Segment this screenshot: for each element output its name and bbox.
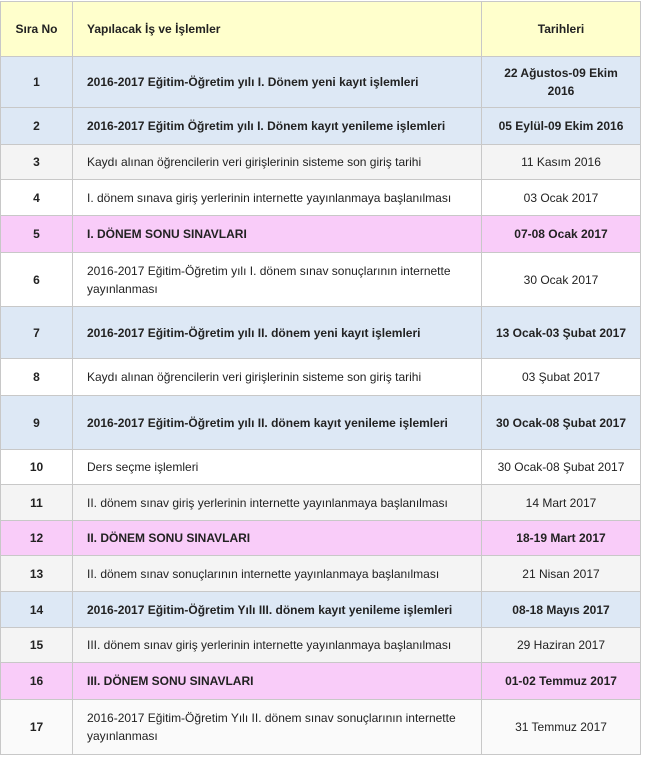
header-row: Sıra No Yapılacak İş ve İşlemler Tarihle… [0,1,641,57]
row-number: 15 [0,627,73,663]
row-number: 4 [0,179,73,216]
date-cell: 14 Mart 2017 [481,484,641,521]
date-cell: 30 Ocak 2017 [481,252,641,307]
date-cell: 18-19 Mart 2017 [481,520,641,556]
table-row: 6 2016-2017 Eğitim-Öğretim yılı I. dönem … [0,252,641,307]
date-cell: 21 Nisan 2017 [481,555,641,592]
table-row: 11 II. dönem sınav giriş yerlerinin inter… [0,484,641,521]
date-cell: 05 Eylül-09 Ekim 2016 [481,107,641,145]
row-number: 12 [0,520,73,556]
date-cell: 31 Temmuz 2017 [481,699,641,755]
task-cell: II. DÖNEM SONU SINAVLARI [72,520,482,556]
task-cell: 2016-2017 Eğitim-Öğretim Yılı III. dönem… [72,591,482,628]
date-cell: 01-02 Temmuz 2017 [481,662,641,700]
task-cell: 2016-2017 Eğitim-Öğretim yılı I. dönem s… [72,252,482,307]
table-row: 16 III. DÖNEM SONU SINAVLARI 01-02 Temmuz … [0,662,641,700]
date-cell: 13 Ocak-03 Şubat 2017 [481,306,641,359]
task-cell: Kaydı alınan öğrencilerin veri girişleri… [72,358,482,396]
row-number: 2 [0,107,73,145]
date-cell: 03 Ocak 2017 [481,179,641,216]
task-cell: I. DÖNEM SONU SINAVLARI [72,215,482,253]
task-cell: 2016-2017 Eğitim-Öğretim yılı II. dönem … [72,395,482,450]
date-cell: 11 Kasım 2016 [481,144,641,180]
row-number: 8 [0,358,73,396]
table-row: 3 Kaydı alınan öğrencilerin veri girişler… [0,144,641,180]
table-row: 1 2016-2017 Eğitim-Öğretim yılı I. Dönem … [0,56,641,108]
row-number: 14 [0,591,73,628]
table-row: 9 2016-2017 Eğitim-Öğretim yılı II. dönem… [0,395,641,450]
date-cell: 30 Ocak-08 Şubat 2017 [481,449,641,485]
task-cell: III. DÖNEM SONU SINAVLARI [72,662,482,700]
row-number: 17 [0,699,73,755]
task-cell: 2016-2017 Eğitim Öğretim yılı I. Dönem k… [72,107,482,145]
row-number: 1 [0,56,73,108]
row-number: 5 [0,215,73,253]
date-cell: 07-08 Ocak 2017 [481,215,641,253]
row-number: 9 [0,395,73,450]
table-row: 15 III. dönem sınav giriş yerlerinin inte… [0,627,641,663]
header-no: Sıra No [0,1,73,57]
task-cell: 2016-2017 Eğitim-Öğretim yılı II. dönem … [72,306,482,359]
date-cell: 03 Şubat 2017 [481,358,641,396]
row-number: 11 [0,484,73,521]
header-task: Yapılacak İş ve İşlemler [72,1,482,57]
task-cell: II. dönem sınav sonuçlarının internette … [72,555,482,592]
row-number: 16 [0,662,73,700]
table-row: 7 2016-2017 Eğitim-Öğretim yılı II. dönem… [0,306,641,359]
table-row: 10 Ders seçme işlemleri 30 Ocak-08 Şubat 2… [0,449,641,485]
task-cell: 2016-2017 Eğitim-Öğretim Yılı II. dönem … [72,699,482,755]
table-row: 17 2016-2017 Eğitim-Öğretim Yılı II. döne… [0,699,641,755]
row-number: 3 [0,144,73,180]
date-cell: 29 Haziran 2017 [481,627,641,663]
row-number: 7 [0,306,73,359]
task-cell: II. dönem sınav giriş yerlerinin interne… [72,484,482,521]
row-number: 6 [0,252,73,307]
table-row: 8 Kaydı alınan öğrencilerin veri girişler… [0,358,641,396]
task-cell: III. dönem sınav giriş yerlerinin intern… [72,627,482,663]
table-row: 2 2016-2017 Eğitim Öğretim yılı I. Dönem … [0,107,641,145]
date-cell: 30 Ocak-08 Şubat 2017 [481,395,641,450]
row-number: 13 [0,555,73,592]
table-row: 13 II. dönem sınav sonuçlarının internett… [0,555,641,592]
header-date: Tarihleri [481,1,641,57]
task-cell: Ders seçme işlemleri [72,449,482,485]
task-cell: 2016-2017 Eğitim-Öğretim yılı I. Dönem y… [72,56,482,108]
table-row: 12 II. DÖNEM SONU SINAVLARI 18-19 Mart 201… [0,520,641,556]
row-number: 10 [0,449,73,485]
date-cell: 08-18 Mayıs 2017 [481,591,641,628]
table-row: 5 I. DÖNEM SONU SINAVLARI 07-08 Ocak 2017 [0,215,641,253]
task-cell: I. dönem sınava giriş yerlerinin interne… [72,179,482,216]
schedule-table: Sıra No Yapılacak İş ve İşlemler Tarihle… [0,1,641,755]
date-cell: 22 Ağustos-09 Ekim 2016 [481,56,641,108]
table-row: 4 I. dönem sınava giriş yerlerinin intern… [0,179,641,216]
task-cell: Kaydı alınan öğrencilerin veri girişleri… [72,144,482,180]
table-row: 14 2016-2017 Eğitim-Öğretim Yılı III. dön… [0,591,641,628]
table-body: 1 2016-2017 Eğitim-Öğretim yılı I. Dönem … [0,56,641,755]
